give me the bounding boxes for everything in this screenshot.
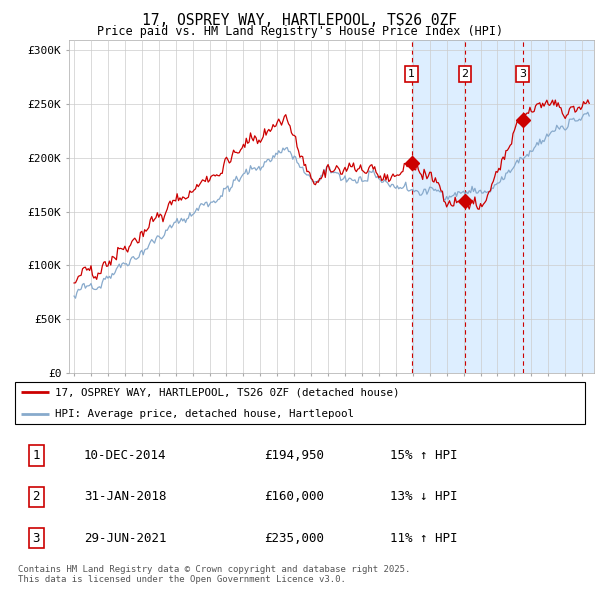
Text: 10-DEC-2014: 10-DEC-2014 bbox=[84, 449, 167, 462]
Text: 17, OSPREY WAY, HARTLEPOOL, TS26 0ZF (detached house): 17, OSPREY WAY, HARTLEPOOL, TS26 0ZF (de… bbox=[55, 388, 400, 398]
Text: 31-JAN-2018: 31-JAN-2018 bbox=[84, 490, 167, 503]
Text: 15% ↑ HPI: 15% ↑ HPI bbox=[390, 449, 458, 462]
Text: 2: 2 bbox=[461, 69, 469, 79]
Text: Price paid vs. HM Land Registry's House Price Index (HPI): Price paid vs. HM Land Registry's House … bbox=[97, 25, 503, 38]
Text: £235,000: £235,000 bbox=[264, 532, 324, 545]
Text: 1: 1 bbox=[32, 449, 40, 462]
Text: 3: 3 bbox=[519, 69, 526, 79]
Bar bbox=[412, 40, 600, 373]
Text: Contains HM Land Registry data © Crown copyright and database right 2025.: Contains HM Land Registry data © Crown c… bbox=[18, 565, 410, 574]
Text: 13% ↓ HPI: 13% ↓ HPI bbox=[390, 490, 458, 503]
Text: This data is licensed under the Open Government Licence v3.0.: This data is licensed under the Open Gov… bbox=[18, 575, 346, 584]
Text: 2: 2 bbox=[32, 490, 40, 503]
Text: £160,000: £160,000 bbox=[264, 490, 324, 503]
Text: 3: 3 bbox=[32, 532, 40, 545]
Text: 29-JUN-2021: 29-JUN-2021 bbox=[84, 532, 167, 545]
Text: 11% ↑ HPI: 11% ↑ HPI bbox=[390, 532, 458, 545]
Text: HPI: Average price, detached house, Hartlepool: HPI: Average price, detached house, Hart… bbox=[55, 408, 354, 418]
Text: £194,950: £194,950 bbox=[264, 449, 324, 462]
FancyBboxPatch shape bbox=[15, 382, 585, 424]
Text: 17, OSPREY WAY, HARTLEPOOL, TS26 0ZF: 17, OSPREY WAY, HARTLEPOOL, TS26 0ZF bbox=[143, 13, 458, 28]
Text: 1: 1 bbox=[408, 69, 415, 79]
